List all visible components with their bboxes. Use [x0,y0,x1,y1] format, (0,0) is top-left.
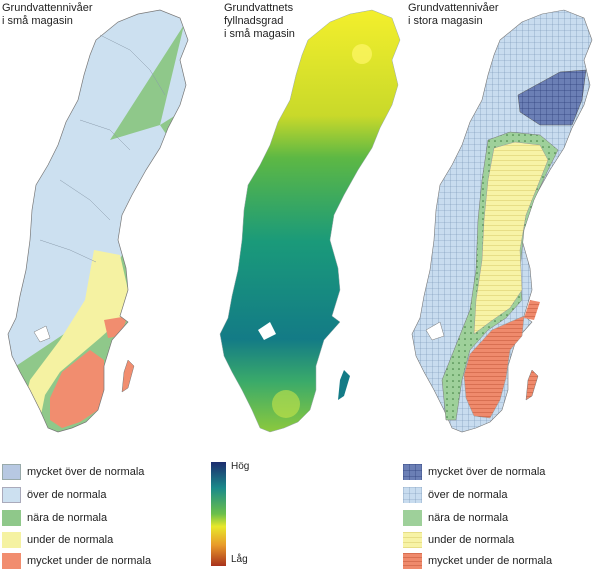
gradient-high-label: Hög [231,461,250,472]
panel-title-left: Grundvattennivåer i små magasin [2,2,93,27]
legend-swatch [403,553,422,569]
panel-title-middle: Grundvattnets fyllnadsgrad i små magasin [224,2,295,40]
legend-label: över de normala [27,489,107,501]
map-small-levels [7,9,189,433]
map-large-levels [411,9,593,433]
legend-swatch [403,532,422,548]
map-fill-degree [219,9,401,433]
legend-right-item: under de normala [403,532,514,548]
legend-left-item: över de normala [2,487,107,503]
gradient-low-label: Låg [231,554,248,565]
gradient-bar [211,462,226,566]
maps [7,9,593,433]
legend-label: nära de normala [27,512,108,524]
legend-left-item: nära de normala [2,510,107,526]
panel-title-right: Grundvattennivåer i stora magasin [408,2,499,27]
legend-label: mycket under de normala [27,555,152,567]
legend-label: mycket över de normala [27,466,145,478]
legend-right-item: mycket under de normala [403,553,552,569]
legend-swatch [2,464,21,480]
legend-swatch [403,487,422,503]
legend-swatch [2,553,21,569]
legend-right-item: över de normala [403,487,508,503]
legend-label: mycket över de normala [428,466,546,478]
legend-right-item: nära de normala [403,510,508,526]
legend-swatch [2,487,21,503]
legend-label: under de normala [27,534,114,546]
legend-label: nära de normala [428,512,509,524]
legend-swatch [403,464,422,480]
legend-swatch [2,532,21,548]
legend-label: under de normala [428,534,515,546]
legend-left-item: mycket under de normala [2,553,151,569]
legend-right-item: mycket över de normala [403,464,545,480]
legend-swatch [2,510,21,526]
legend-swatch [403,510,422,526]
legend-label: över de normala [428,489,508,501]
legend-label: mycket under de normala [428,555,553,567]
legend-left-item: mycket över de normala [2,464,144,480]
legend-left-item: under de normala [2,532,113,548]
